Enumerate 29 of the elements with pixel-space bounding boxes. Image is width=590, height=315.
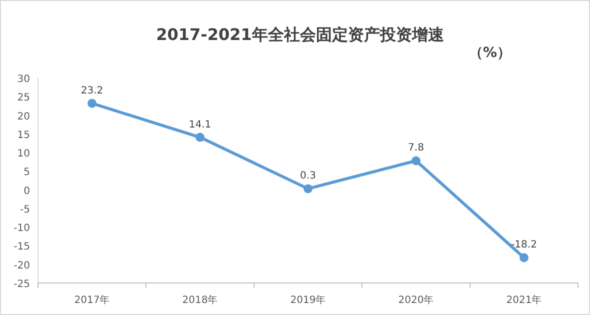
y-tick-label: 25 [17, 92, 30, 104]
point [412, 156, 420, 166]
y-tick-label: 10 [17, 148, 30, 160]
data-label: 14.1 [188, 119, 212, 130]
x-tick-label: 2018年 [182, 294, 218, 306]
y-axis-title: （%） [468, 45, 512, 61]
data-label: -18.2 [511, 240, 537, 251]
y-tick-label: -20 [14, 260, 30, 272]
y-tick-label: -5 [20, 204, 30, 216]
x-tick-label: 2017年 [74, 294, 110, 306]
point [88, 98, 96, 108]
y-tick-label: 30 [17, 74, 30, 85]
y-tick-label: 15 [17, 130, 30, 141]
y-tick-label: 0 [24, 186, 30, 197]
point [304, 184, 312, 194]
data-label: 7.8 [408, 142, 424, 154]
data-label: 0.3 [300, 170, 316, 182]
point [196, 132, 204, 142]
x-tick-label: 2020年 [398, 294, 434, 306]
y-tick-label: -10 [14, 223, 30, 234]
x-tick-label: 2019年 [290, 294, 326, 306]
y-tick-label: -15 [14, 242, 30, 253]
y-tick-label: -25 [14, 279, 30, 290]
data-label: 23.2 [80, 85, 104, 96]
x-tick-label: 2021年 [506, 294, 542, 306]
point [520, 253, 528, 262]
chart-title: 2017-2021年全社会固定资产投资增速 [156, 25, 445, 44]
y-tick-label: 5 [24, 167, 30, 178]
y-tick-label: 20 [17, 111, 30, 122]
